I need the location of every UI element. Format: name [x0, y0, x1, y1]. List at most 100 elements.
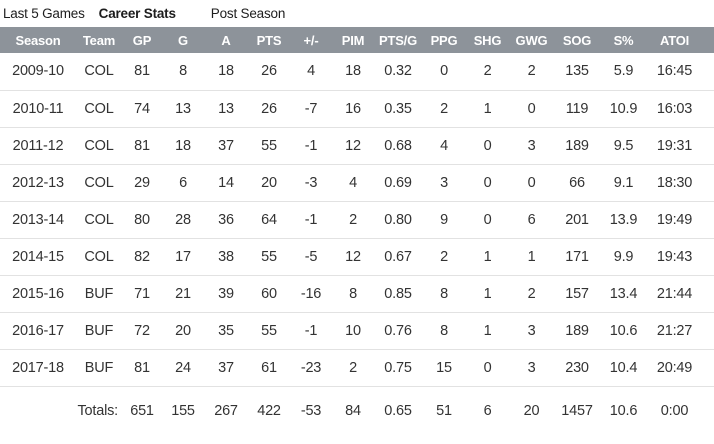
cell-pim: 2	[332, 201, 374, 239]
col-header-shg: SHG	[466, 27, 509, 53]
cell-ptsg: 0.85	[374, 275, 422, 313]
col-header-atoi: ATOI	[647, 27, 714, 53]
cell-pim: 8	[332, 275, 374, 313]
cell-g: 18	[162, 127, 204, 165]
cell-gwg: 1	[509, 238, 554, 276]
cell-team: BUF	[76, 312, 122, 350]
cell-atoi: 20:49	[647, 349, 714, 387]
cell-gp: 74	[122, 90, 162, 128]
cell-spct: 10.6	[600, 312, 647, 350]
cell-spct: 5.9	[600, 53, 647, 91]
cell-gp: 81	[122, 127, 162, 165]
cell-shg: 0	[466, 164, 509, 202]
total-gwg: 20	[523, 402, 540, 419]
tab-last-5-games[interactable]: Last 5 Games	[3, 6, 85, 21]
cell-shg: 0	[466, 127, 509, 165]
cell-gwg: 3	[509, 312, 554, 350]
table-header: Season Team GP G A PTS +/- PIM PTS/G PPG…	[0, 27, 714, 53]
cell-plusminus: -5	[290, 238, 332, 276]
cell-pim: 4	[332, 164, 374, 202]
cell-season: 2012-13	[0, 164, 76, 202]
cell-ppg: 3	[422, 164, 466, 202]
tab-post-season[interactable]: Post Season	[210, 6, 286, 21]
table-row: 2010-11 COL 74 13 13 26 -7 16 0.35 2 1 0 119 10.9 16:0…	[0, 90, 714, 128]
cell-sog: 230	[554, 349, 600, 387]
cell-gp: 81	[122, 349, 162, 387]
cell-team: COL	[76, 127, 122, 165]
cell-ppg: 8	[422, 275, 466, 313]
cell-shg: 2	[466, 53, 509, 91]
cell-gwg: 0	[509, 164, 554, 202]
totals-row: Totals: 651 155 267 422 -53 84 0.65 51 6…	[0, 386, 714, 435]
cell-atoi: 19:49	[647, 201, 714, 239]
table-row: 2011-12 COL 81 18 37 55 -1 12 0.68 4 0 3 189 9.5 19:31	[0, 127, 714, 165]
cell-spct: 10.9	[600, 90, 647, 128]
cell-team: COL	[76, 53, 122, 91]
cell-gwg: 2	[509, 275, 554, 313]
cell-team: COL	[76, 90, 122, 128]
cell-a: 37	[204, 127, 248, 165]
col-header-g: G	[162, 27, 204, 53]
cell-season: 2015-16	[0, 275, 76, 313]
table-row: 2016-17 BUF 72 20 35 55 -1 10 0.76 8 1 3 189 10.6 21:2…	[0, 312, 714, 350]
cell-season: 2017-18	[0, 349, 76, 387]
cell-team: COL	[76, 164, 122, 202]
table-row: 2009-10 COL 81 8 18 26 4 18 0.32 0 2 2 135 5.9 16:45	[0, 53, 714, 91]
cell-g: 24	[162, 349, 204, 387]
col-header-ptsg: PTS/G	[374, 27, 422, 53]
cell-a: 14	[204, 164, 248, 202]
total-gp: 651	[130, 402, 154, 419]
cell-g: 28	[162, 201, 204, 239]
cell-pim: 18	[332, 53, 374, 91]
col-header-gwg: GWG	[509, 27, 554, 53]
cell-a: 18	[204, 53, 248, 91]
cell-spct: 9.9	[600, 238, 647, 276]
table-row: 2013-14 COL 80 28 36 64 -1 2 0.80 9 0 6 201 13.9 19:49	[0, 201, 714, 239]
cell-shg: 1	[466, 90, 509, 128]
cell-atoi: 16:03	[647, 90, 714, 128]
cell-spct: 10.4	[600, 349, 647, 387]
cell-season: 2011-12	[0, 127, 76, 165]
cell-g: 17	[162, 238, 204, 276]
cell-gp: 81	[122, 53, 162, 91]
cell-gp: 80	[122, 201, 162, 239]
cell-pts: 26	[248, 53, 290, 91]
cell-sog: 135	[554, 53, 600, 91]
col-header-pim: PIM	[332, 27, 374, 53]
cell-plusminus: -3	[290, 164, 332, 202]
cell-ppg: 9	[422, 201, 466, 239]
cell-ptsg: 0.67	[374, 238, 422, 276]
cell-pts: 64	[248, 201, 290, 239]
cell-pim: 10	[332, 312, 374, 350]
cell-season: 2010-11	[0, 90, 76, 128]
cell-gp: 82	[122, 238, 162, 276]
table-row: 2015-16 BUF 71 21 39 60 -16 8 0.85 8 1 2 157 13.4 21:4…	[0, 275, 714, 313]
cell-a: 39	[204, 275, 248, 313]
cell-plusminus: 4	[290, 53, 332, 91]
career-stats-table: Season Team GP G A PTS +/- PIM PTS/G PPG…	[0, 27, 714, 435]
cell-pim: 12	[332, 127, 374, 165]
total-pts: 422	[257, 402, 281, 419]
cell-ptsg: 0.68	[374, 127, 422, 165]
cell-pts: 55	[248, 312, 290, 350]
cell-ptsg: 0.32	[374, 53, 422, 91]
cell-season: 2013-14	[0, 201, 76, 239]
cell-pts: 60	[248, 275, 290, 313]
cell-sog: 189	[554, 312, 600, 350]
total-spct: 10.6	[609, 402, 638, 419]
cell-ppg: 2	[422, 90, 466, 128]
cell-pts: 55	[248, 127, 290, 165]
tab-career-stats[interactable]: Career Stats	[98, 6, 176, 21]
cell-a: 35	[204, 312, 248, 350]
col-header-season: Season	[0, 27, 76, 53]
cell-season: 2014-15	[0, 238, 76, 276]
col-header-plusminus: +/-	[290, 27, 332, 53]
cell-pts: 26	[248, 90, 290, 128]
stats-tabs: Last 5 Games Career Stats Post Season	[0, 0, 714, 27]
cell-sog: 66	[554, 164, 600, 202]
cell-plusminus: -1	[290, 201, 332, 239]
cell-sog: 119	[554, 90, 600, 128]
cell-plusminus: -16	[290, 275, 332, 313]
cell-gwg: 2	[509, 53, 554, 91]
